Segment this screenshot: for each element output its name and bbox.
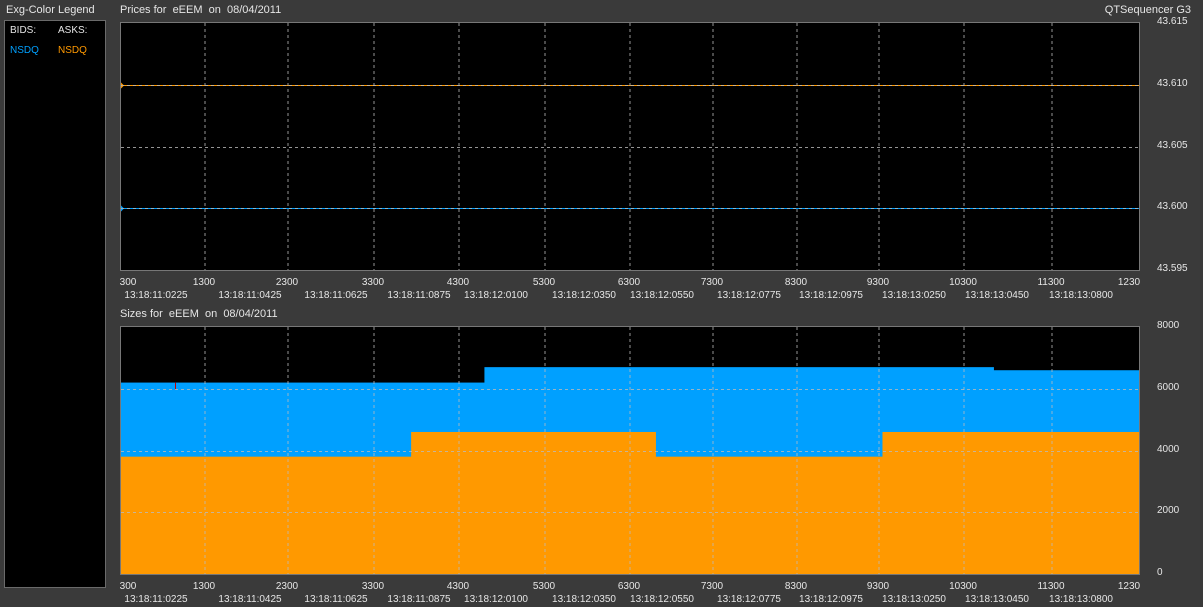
x-tick-label: 4300: [446, 277, 470, 288]
time-tick-label: 13:18:12:0100: [464, 594, 528, 605]
time-tick-label: 13:18:11:0875: [387, 290, 451, 301]
time-tick-label: 13:18:12:0550: [630, 290, 694, 301]
time-tick-label: 13:18:11:0625: [304, 290, 368, 301]
x-tick-label: 1300: [192, 581, 216, 592]
x-tick-label: 6300: [617, 277, 641, 288]
x-tick-label: 1300: [192, 277, 216, 288]
x-tick-label: 8300: [784, 277, 808, 288]
x-tick-label: 7300: [700, 277, 724, 288]
y-tick-label: 43.600: [1157, 201, 1188, 213]
x-tick-label: 300: [119, 581, 137, 592]
time-tick-label: 13:18:12:0975: [799, 594, 863, 605]
time-tick-label: 13:18:11:0875: [387, 594, 451, 605]
legend-panel: BIDS: ASKS: NSDQ NSDQ: [4, 20, 106, 588]
y-tick-label: 43.595: [1157, 263, 1188, 274]
x-tick-label: 9300: [866, 277, 890, 288]
legend-asks-header: ASKS:: [58, 25, 88, 36]
price-chart-title: Prices for eEEM on 08/04/2011: [120, 4, 282, 16]
legend-title: Exg-Color Legend: [6, 4, 95, 16]
ask-size-area: [411, 431, 656, 574]
x-tick-label: 1230: [1117, 581, 1141, 592]
legend-ask-exchange[interactable]: NSDQ: [58, 45, 87, 56]
x-tick-label: 7300: [700, 581, 724, 592]
x-tick-label: 11300: [1037, 581, 1065, 592]
time-tick-label: 13:18:12:0775: [717, 594, 781, 605]
time-tick-label: 13:18:12:0975: [799, 290, 863, 301]
size-plot[interactable]: [120, 326, 1140, 575]
legend-bid-exchange[interactable]: NSDQ: [10, 45, 39, 56]
time-tick-label: 13:18:12:0100: [464, 290, 528, 301]
x-tick-label: 5300: [532, 277, 556, 288]
time-tick-label: 13:18:13:0250: [882, 290, 946, 301]
x-tick-label: 10300: [949, 277, 977, 288]
x-tick-label: 6300: [617, 581, 641, 592]
y-tick-label: 8000: [1157, 320, 1180, 331]
time-tick-label: 13:18:11:0225: [124, 290, 188, 301]
time-tick-label: 13:18:12:0550: [630, 594, 694, 605]
x-tick-label: 8300: [784, 581, 808, 592]
x-tick-label: 3300: [361, 581, 385, 592]
time-tick-label: 13:18:11:0425: [218, 290, 282, 301]
time-tick-label: 13:18:13:0800: [1049, 594, 1113, 605]
ask-size-area: [121, 456, 412, 574]
app-title: QTSequencer G3: [1104, 4, 1191, 16]
ask-size-area: [655, 456, 883, 574]
y-tick-label: 0: [1157, 567, 1163, 578]
x-tick-label: 5300: [532, 581, 556, 592]
time-tick-label: 13:18:11:0625: [304, 594, 368, 605]
time-tick-label: 13:18:12:0350: [552, 594, 616, 605]
time-tick-label: 13:18:13:0450: [965, 594, 1029, 605]
time-tick-label: 13:18:13:0250: [882, 594, 946, 605]
y-tick-label: 6000: [1157, 381, 1180, 393]
x-tick-label: 300: [119, 277, 137, 288]
x-tick-label: 2300: [275, 581, 299, 592]
x-tick-label: 3300: [361, 277, 385, 288]
x-tick-label: 9300: [866, 581, 890, 592]
legend-bids-header: BIDS:: [10, 25, 37, 36]
time-tick-label: 13:18:11:0425: [218, 594, 282, 605]
y-tick-label: 2000: [1157, 505, 1180, 517]
y-tick-label: 43.605: [1157, 139, 1188, 151]
x-tick-label: 4300: [446, 581, 470, 592]
x-tick-label: 2300: [275, 277, 299, 288]
y-tick-label: 43.615: [1157, 16, 1188, 27]
x-tick-label: 10300: [949, 581, 977, 592]
time-tick-label: 13:18:12:0350: [552, 290, 616, 301]
time-tick-label: 13:18:13:0450: [965, 290, 1029, 301]
y-tick-label: 43.610: [1157, 77, 1188, 89]
ask-size-area: [882, 431, 1139, 574]
time-tick-label: 13:18:12:0775: [717, 290, 781, 301]
x-tick-label: 1230: [1117, 277, 1141, 288]
size-chart-title: Sizes for eEEM on 08/04/2011: [120, 308, 278, 320]
price-plot[interactable]: [120, 22, 1140, 271]
time-tick-label: 13:18:11:0225: [124, 594, 188, 605]
y-tick-label: 4000: [1157, 443, 1180, 455]
time-tick-label: 13:18:13:0800: [1049, 290, 1113, 301]
x-tick-label: 11300: [1037, 277, 1065, 288]
